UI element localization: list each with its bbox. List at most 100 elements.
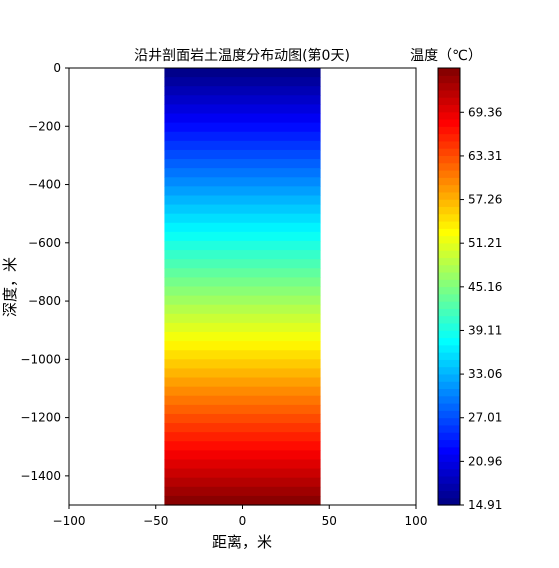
y-tick-label: −600	[28, 236, 61, 250]
colorbar-band	[438, 68, 460, 76]
colorbar-band	[438, 75, 460, 84]
colorbar-band	[438, 410, 460, 419]
y-tick-label: −800	[28, 294, 61, 308]
colorbar-band	[438, 235, 460, 244]
field-band	[164, 295, 321, 306]
colorbar-tick-label: 51.21	[468, 236, 502, 250]
colorbar-band	[438, 213, 460, 222]
colorbar-band	[438, 352, 460, 360]
colorbar-band	[438, 381, 460, 390]
colorbar-band	[438, 475, 460, 484]
field-band	[164, 486, 321, 497]
colorbar-band	[438, 293, 460, 302]
field-band	[164, 195, 321, 206]
colorbar-tick-label: 20.96	[468, 454, 502, 468]
colorbar-ticks: 14.91 20.96 27.01 33.06 39.11 45.16 51.21 57.26…	[460, 105, 502, 512]
x-tick-label: 0	[239, 514, 247, 528]
field-band	[164, 368, 321, 379]
field-band	[164, 432, 321, 442]
colorbar-band	[438, 454, 460, 462]
colorbar-band	[438, 279, 460, 288]
colorbar-band	[438, 220, 460, 229]
field-band	[164, 95, 321, 106]
field-band	[164, 186, 321, 197]
colorbar-band	[438, 242, 460, 251]
field-band	[164, 304, 321, 315]
colorbar-band	[438, 337, 460, 346]
colorbar-band	[438, 388, 460, 397]
field-band	[164, 277, 321, 288]
field-band	[164, 86, 321, 96]
colorbar-label: 温度（℃）	[410, 48, 482, 64]
colorbar-band	[438, 308, 460, 317]
y-tick-label: −400	[28, 178, 61, 192]
temperature-field	[164, 68, 321, 506]
field-band	[164, 286, 321, 297]
colorbar-band	[438, 315, 460, 324]
colorbar-band	[438, 89, 460, 98]
field-band	[164, 149, 321, 160]
colorbar-band	[438, 111, 460, 120]
colorbar-band	[438, 330, 460, 339]
colorbar-band	[438, 373, 460, 382]
field-band	[164, 177, 321, 187]
field-band	[164, 450, 321, 461]
colorbar-band	[438, 286, 460, 295]
field-band	[164, 477, 321, 488]
colorbar-band	[438, 191, 460, 200]
field-band	[164, 386, 321, 397]
colorbar-band	[438, 264, 460, 273]
colorbar-band	[438, 133, 460, 142]
colorbar-band	[438, 395, 460, 404]
chart-title: 沿井剖面岩土温度分布动图(第0天)	[134, 47, 350, 64]
colorbar-band	[438, 148, 460, 156]
field-band	[164, 250, 321, 260]
colorbar-tick-label: 14.91	[468, 498, 502, 512]
colorbar-tick-label: 57.26	[468, 193, 502, 207]
colorbar-tick-label: 33.06	[468, 367, 502, 381]
colorbar-tick-label: 63.31	[468, 149, 502, 163]
field-band	[164, 322, 321, 333]
x-tick-label: 50	[322, 514, 337, 528]
colorbar-band	[438, 169, 460, 178]
colorbar-band	[438, 417, 460, 426]
field-band	[164, 240, 321, 251]
y-tick-label: −200	[28, 119, 61, 133]
field-band	[164, 122, 321, 133]
colorbar-band	[438, 322, 460, 331]
field-band	[164, 395, 321, 406]
colorbar-band	[438, 184, 460, 193]
field-band	[164, 213, 321, 224]
x-tick-label: −100	[53, 514, 86, 528]
colorbar-band	[438, 257, 460, 266]
colorbar-band	[438, 126, 460, 135]
colorbar-band	[438, 497, 460, 506]
colorbar-band	[438, 359, 460, 368]
field-band	[164, 441, 321, 451]
field-band	[164, 259, 321, 269]
field-band	[164, 404, 321, 415]
x-tick-label: −50	[143, 514, 168, 528]
y-tick-label: −1400	[20, 469, 61, 483]
field-band	[164, 168, 321, 178]
colorbar-band	[438, 439, 460, 448]
field-band	[164, 332, 321, 342]
field-band	[164, 104, 321, 115]
field-band	[164, 140, 321, 151]
field-band	[164, 495, 321, 506]
colorbar-band	[438, 403, 460, 411]
colorbar-tick-label: 39.11	[468, 323, 502, 337]
field-band	[164, 131, 321, 142]
colorbar-gradient	[438, 68, 460, 506]
colorbar-band	[438, 250, 460, 258]
field-band	[164, 222, 321, 233]
colorbar-tick-label: 27.01	[468, 411, 502, 425]
field-band	[164, 204, 321, 215]
colorbar-tick-label: 69.36	[468, 105, 502, 119]
field-band	[164, 468, 321, 479]
field-band	[164, 377, 321, 388]
field-band	[164, 313, 321, 324]
colorbar-tick-label: 45.16	[468, 280, 502, 294]
field-band	[164, 159, 321, 169]
field-band	[164, 341, 321, 351]
